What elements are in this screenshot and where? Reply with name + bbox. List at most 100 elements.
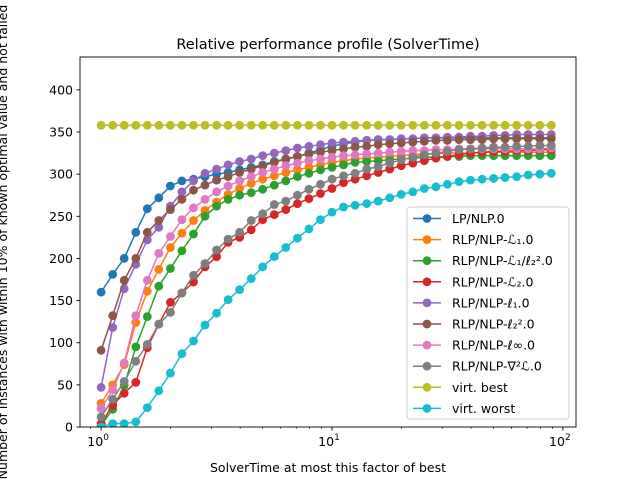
- legend-box: [406, 206, 570, 420]
- data-point: [246, 216, 256, 225]
- data-point: [339, 178, 348, 188]
- data-point: [96, 404, 106, 413]
- data-point: [419, 120, 429, 130]
- data-point: [304, 120, 314, 130]
- data-point: [443, 120, 452, 130]
- data-point: [327, 138, 337, 148]
- legend-entry: RLP/NLP-ℒ₂.0: [413, 274, 533, 289]
- data-point: [258, 174, 268, 184]
- chart-title: Relative performance profile (SolverTime…: [176, 37, 479, 53]
- data-point: [177, 228, 187, 238]
- data-point: [177, 246, 187, 256]
- data-point: [177, 120, 187, 130]
- data-point: [293, 158, 302, 168]
- series-line: [100, 137, 552, 293]
- data-point: [212, 201, 222, 211]
- data-point: [223, 295, 233, 305]
- data-point: [177, 195, 187, 204]
- legend-label: virt. worst: [452, 401, 515, 416]
- data-point: [281, 168, 291, 177]
- data-point: [339, 202, 348, 212]
- data-point: [500, 142, 510, 152]
- data-point: [212, 120, 222, 130]
- data-point: [293, 199, 302, 209]
- data-point: [350, 120, 360, 130]
- data-point: [223, 195, 233, 204]
- data-point: [546, 168, 556, 178]
- data-point: [166, 243, 175, 252]
- data-point: [154, 120, 164, 130]
- data-point: [258, 120, 268, 130]
- data-point: [281, 146, 291, 156]
- data-point: [419, 136, 429, 146]
- data-point: [293, 172, 302, 182]
- data-point: [396, 190, 406, 199]
- data-point: [466, 135, 475, 145]
- data-point: [362, 149, 372, 159]
- data-point: [293, 143, 302, 153]
- data-point: [108, 323, 118, 332]
- data-point: [523, 141, 533, 151]
- data-point: [154, 193, 164, 203]
- data-point: [246, 120, 256, 130]
- data-point: [281, 205, 291, 215]
- data-point: [154, 281, 164, 291]
- data-point: [131, 356, 141, 366]
- data-point: [200, 180, 210, 190]
- legend-marker: [422, 235, 432, 245]
- data-point: [362, 120, 372, 130]
- data-point: [223, 234, 233, 244]
- data-point: [212, 175, 222, 185]
- y-tick-label: 100: [49, 335, 73, 350]
- data-point: [154, 249, 164, 258]
- data-point: [166, 205, 175, 215]
- data-point: [189, 203, 198, 213]
- data-point: [200, 320, 210, 330]
- data-point: [489, 142, 498, 152]
- series-9: [96, 168, 556, 427]
- data-point: [316, 147, 325, 157]
- data-point: [385, 139, 395, 149]
- data-point: [327, 146, 337, 156]
- data-point: [189, 216, 198, 225]
- data-point: [419, 184, 429, 193]
- legend-label: RLP/NLP-ℓ∞.0: [452, 338, 535, 353]
- data-point: [373, 162, 383, 172]
- data-point: [281, 176, 291, 186]
- data-point: [316, 165, 325, 175]
- data-point: [269, 164, 279, 174]
- data-point: [535, 141, 545, 150]
- series-line: [100, 133, 552, 388]
- data-point: [119, 388, 129, 398]
- data-point: [269, 148, 279, 158]
- data-point: [235, 168, 245, 177]
- legend-entry: RLP/NLP-ℓ₂².0: [413, 317, 535, 332]
- data-point: [258, 161, 268, 171]
- data-point: [269, 120, 279, 130]
- data-point: [535, 134, 545, 144]
- data-point: [258, 151, 268, 161]
- data-point: [119, 254, 129, 263]
- data-point: [235, 157, 245, 166]
- legend-marker: [422, 382, 432, 392]
- data-point: [419, 150, 429, 160]
- data-point: [304, 141, 314, 151]
- data-point: [396, 120, 406, 130]
- data-point: [108, 394, 118, 404]
- legend-label: RLP/NLP-ℓ₂².0: [452, 317, 535, 332]
- data-point: [246, 154, 256, 164]
- data-point: [512, 120, 522, 130]
- legend-marker: [422, 256, 432, 266]
- legend: LP/NLP.0 RLP/NLP-ℒ₁.0 RLP/NLP-ℒ₁/ℓ₂².0 RLP/…: [406, 206, 570, 420]
- data-point: [119, 377, 129, 386]
- data-point: [212, 252, 222, 262]
- data-point: [466, 144, 475, 154]
- legend-label: RLP/NLP-∇²ℒ.0: [452, 359, 542, 374]
- data-point: [454, 177, 464, 187]
- data-point: [166, 264, 175, 273]
- data-point: [546, 134, 556, 144]
- series-8: [96, 120, 556, 130]
- data-point: [339, 120, 348, 130]
- legend-marker: [422, 319, 432, 329]
